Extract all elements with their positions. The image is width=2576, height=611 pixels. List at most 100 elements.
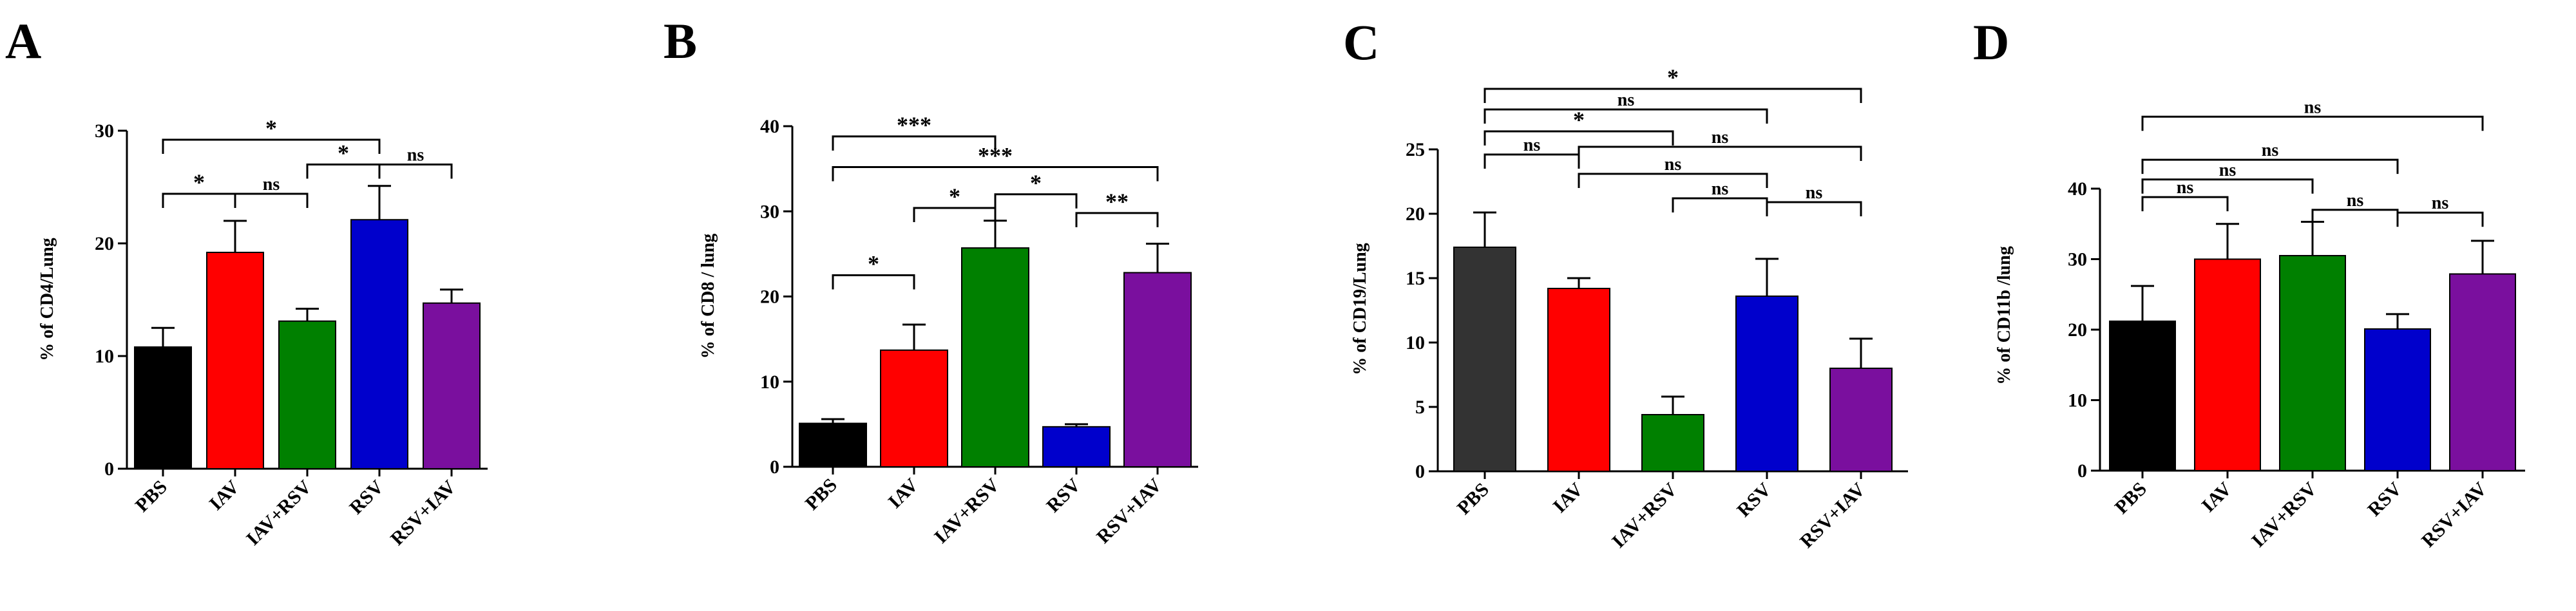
panel-label: C xyxy=(1343,14,1379,70)
y-tick-label: 40 xyxy=(760,116,779,137)
y-tick-label: 40 xyxy=(2068,178,2087,200)
panel-label: B xyxy=(663,13,697,69)
x-tick-label: IAV+RSV xyxy=(2247,478,2321,551)
bar-pbs xyxy=(1453,247,1516,472)
y-tick-label: 30 xyxy=(2068,249,2087,270)
significance-label: ns xyxy=(1712,127,1729,147)
y-tick-label: 0 xyxy=(770,456,779,478)
x-tick-label: PBS xyxy=(131,476,171,516)
bar-rsv xyxy=(350,219,408,469)
x-tick-label: RSV xyxy=(1042,474,1085,516)
bar-rsv xyxy=(2364,328,2431,471)
significance-label: * xyxy=(338,140,349,166)
significance-bracket xyxy=(832,165,1159,182)
significance-label: ns xyxy=(1523,135,1541,155)
bar-rsv xyxy=(1735,296,1798,472)
bar-rsv-iav xyxy=(1829,368,1893,472)
significance-bracket xyxy=(234,193,309,208)
bar-iav-rsv xyxy=(2279,255,2346,471)
panel-label: A xyxy=(5,13,41,69)
significance-label: ns xyxy=(407,146,425,165)
bar-iav-rsv xyxy=(961,247,1029,467)
significance-label: ns xyxy=(1806,183,1823,203)
bar-rsv xyxy=(1042,426,1111,468)
significance-label: * xyxy=(265,115,277,141)
x-tick-label: IAV xyxy=(205,476,243,514)
significance-bracket xyxy=(1578,146,1862,161)
y-axis-label: % of CD8 / lung xyxy=(698,234,718,359)
significance-bracket xyxy=(832,274,915,290)
y-tick-label: 20 xyxy=(1406,203,1425,225)
bar-iav-rsv xyxy=(1641,414,1704,472)
y-tick-label: 20 xyxy=(95,233,114,254)
y-tick-label: 5 xyxy=(1415,397,1425,418)
panel-label: D xyxy=(1973,14,2009,70)
y-tick-label: 10 xyxy=(1406,332,1425,353)
significance-label: * xyxy=(949,183,960,209)
chart-panel-d: D % of CD11b /lung 0 10 20 30 40 PBS IAV IAV+RSV R… xyxy=(1973,14,2525,552)
significance-bracket xyxy=(162,138,381,154)
bar-rsv-iav xyxy=(423,302,481,469)
chart-panel-b: B % of CD8 / lung 0 10 20 30 40 PBS IAV IAV+RSV RS… xyxy=(663,13,1198,548)
y-tick-label: 25 xyxy=(1406,139,1425,160)
significance-bracket xyxy=(1484,108,1768,124)
significance-label: * xyxy=(1573,107,1585,133)
y-axis-label: % of CD19/Lung xyxy=(1350,243,1370,375)
x-tick-label: RSV+IAV xyxy=(1796,478,1869,552)
x-tick-label: IAV+RSV xyxy=(1608,478,1681,552)
x-tick-label: IAV+RSV xyxy=(930,474,1004,547)
bar-iav-rsv xyxy=(278,320,336,469)
y-tick-label: 10 xyxy=(95,346,114,367)
significance-bracket xyxy=(2311,209,2399,224)
bar-iav xyxy=(880,349,948,467)
bar-rsv-iav xyxy=(1123,272,1192,467)
significance-bracket xyxy=(1075,212,1159,227)
y-tick-label: 0 xyxy=(104,458,114,480)
significance-bracket xyxy=(994,193,1078,209)
y-tick-label: 30 xyxy=(95,120,114,142)
significance-bracket xyxy=(1578,173,1768,188)
y-tick-label: 10 xyxy=(760,371,779,393)
significance-label: ns xyxy=(1665,155,1682,174)
significance-bracket xyxy=(162,193,236,208)
significance-label: * xyxy=(193,169,205,195)
significance-label: ns xyxy=(2304,97,2322,117)
significance-bracket xyxy=(1484,153,1580,169)
significance-bracket xyxy=(2141,158,2399,174)
significance-label: ns xyxy=(263,174,280,194)
x-tick-label: PBS xyxy=(2111,478,2151,518)
y-tick-label: 0 xyxy=(2077,460,2087,482)
significance-label: * xyxy=(1667,64,1679,90)
bar-pbs xyxy=(2109,320,2176,471)
x-tick-label: IAV xyxy=(884,474,922,512)
x-tick-label: IAV xyxy=(1549,478,1587,517)
significance-bracket xyxy=(378,164,453,179)
y-tick-label: 30 xyxy=(760,201,779,222)
significance-bracket xyxy=(1672,197,1768,212)
significance-bracket xyxy=(2141,178,2314,194)
significance-label: ns xyxy=(2347,191,2364,211)
x-tick-label: RSV+IAV xyxy=(1092,474,1166,547)
significance-label: ** xyxy=(1105,189,1129,214)
bar-iav xyxy=(2194,258,2261,471)
x-tick-label: RSV xyxy=(2363,478,2406,520)
significance-label: *** xyxy=(978,142,1013,168)
significance-bracket xyxy=(913,207,997,222)
significance-label: ns xyxy=(1712,179,1729,199)
significance-bracket xyxy=(832,135,997,151)
chart-panel-c: C % of CD19/Lung 0 5 10 15 20 25 PBS IAV IAV+RSV RS… xyxy=(1343,14,1908,552)
bar-pbs xyxy=(134,346,192,469)
y-tick-label: 0 xyxy=(1415,461,1425,482)
y-tick-label: 10 xyxy=(2068,390,2087,411)
significance-bracket xyxy=(2396,211,2484,227)
significance-label: *** xyxy=(897,112,931,138)
y-tick-label: 20 xyxy=(2068,319,2087,341)
significance-label: * xyxy=(1030,170,1042,196)
bar-iav xyxy=(1547,288,1610,472)
significance-label: ns xyxy=(2432,193,2449,213)
x-tick-label: RSV+IAV xyxy=(2418,478,2491,551)
x-tick-label: IAV+RSV xyxy=(242,476,316,549)
significance-bracket xyxy=(1484,130,1674,146)
bar-rsv-iav xyxy=(2449,273,2516,471)
